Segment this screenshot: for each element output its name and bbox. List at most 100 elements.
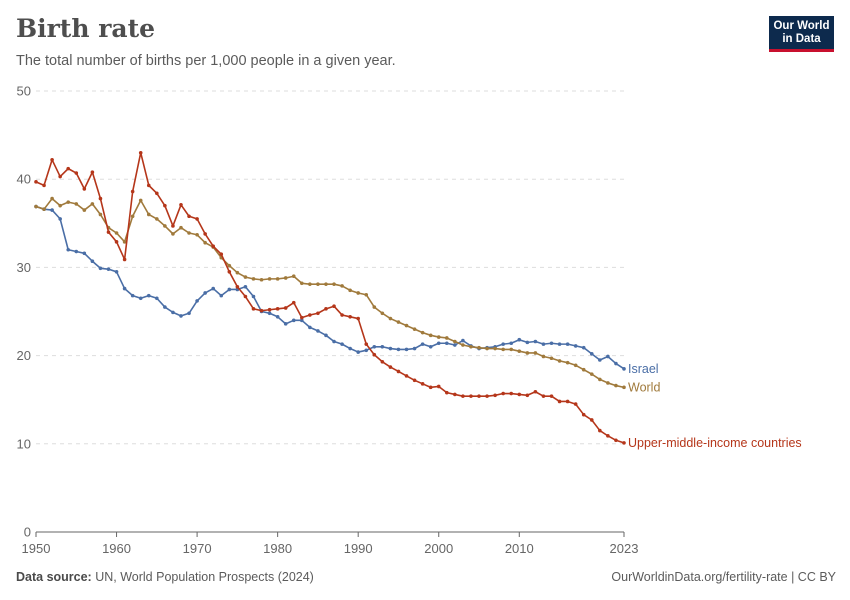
- data-point: [533, 339, 538, 344]
- y-tick-label: 0: [24, 525, 31, 540]
- data-point: [106, 230, 111, 234]
- data-point: [291, 274, 296, 279]
- data-point: [235, 285, 240, 289]
- data-point: [614, 361, 618, 366]
- data-point: [348, 288, 352, 293]
- chart-title: Birth rate: [16, 14, 156, 43]
- data-point: [114, 240, 119, 244]
- data-point: [380, 344, 385, 349]
- data-point: [412, 327, 417, 331]
- data-point: [477, 345, 481, 350]
- data-point: [211, 286, 216, 291]
- data-point: [74, 202, 79, 206]
- data-point: [251, 277, 256, 281]
- data-point: [501, 342, 505, 346]
- y-tick-label: 10: [17, 436, 31, 451]
- data-point: [372, 352, 377, 357]
- data-point: [420, 382, 425, 386]
- data-point: [90, 202, 95, 206]
- data-point: [380, 311, 385, 316]
- data-point: [283, 276, 288, 280]
- data-point: [259, 277, 264, 282]
- data-point: [372, 305, 377, 309]
- data-point: [219, 252, 224, 256]
- y-tick-label: 40: [17, 172, 31, 187]
- data-point: [493, 346, 497, 351]
- data-point: [308, 325, 312, 330]
- data-point: [163, 203, 167, 208]
- data-point: [622, 441, 626, 445]
- data-point: [525, 340, 530, 345]
- data-point: [453, 339, 457, 344]
- data-point: [565, 360, 570, 365]
- data-point: [485, 394, 489, 398]
- data-point: [364, 292, 369, 297]
- data-point: [122, 257, 127, 262]
- data-point: [420, 330, 425, 335]
- data-point: [453, 392, 457, 397]
- data-point: [66, 166, 71, 171]
- data-point: [82, 208, 87, 212]
- data-point: [469, 394, 473, 398]
- series-line: [35, 151, 625, 444]
- data-point: [509, 391, 514, 396]
- data-point: [428, 344, 433, 349]
- data-point: [525, 393, 530, 398]
- data-point: [461, 343, 465, 347]
- data-point: [444, 390, 449, 395]
- data-point: [316, 282, 320, 286]
- data-point: [541, 354, 546, 359]
- data-point: [300, 315, 304, 320]
- data-point: [243, 285, 248, 289]
- data-point: [557, 359, 562, 363]
- data-point: [589, 372, 594, 376]
- data-point: [396, 369, 401, 374]
- data-point: [340, 342, 344, 346]
- data-point: [308, 282, 312, 286]
- data-point: [412, 346, 417, 351]
- data-point: [130, 214, 135, 219]
- data-point: [203, 232, 207, 236]
- data-point: [565, 342, 570, 346]
- footer-url[interactable]: OurWorldinData.org/fertility-rate | CC B…: [611, 570, 836, 584]
- data-point: [90, 170, 95, 174]
- data-point: [138, 296, 143, 301]
- data-point: [316, 329, 320, 333]
- y-tick-label: 50: [17, 84, 31, 99]
- data-point: [606, 354, 610, 359]
- data-point: [267, 311, 272, 316]
- data-point: [74, 171, 79, 175]
- data-point: [372, 344, 377, 349]
- data-point: [581, 412, 586, 417]
- data-point: [461, 394, 465, 398]
- data-point: [324, 333, 328, 338]
- data-point: [485, 346, 489, 351]
- x-tick-label: 2023: [610, 541, 639, 556]
- data-point: [573, 402, 578, 406]
- data-point: [138, 198, 143, 203]
- data-point: [364, 342, 369, 346]
- data-point: [187, 214, 191, 219]
- data-point: [58, 217, 62, 221]
- data-point: [195, 232, 199, 237]
- data-point: [598, 377, 602, 382]
- owid-logo[interactable]: Our World in Data: [769, 16, 834, 52]
- series-label: Upper-middle-income countries: [628, 436, 802, 450]
- data-point: [227, 287, 232, 292]
- data-point: [598, 428, 602, 433]
- data-point: [163, 224, 167, 228]
- data-point: [66, 200, 71, 204]
- data-point: [614, 383, 618, 388]
- data-point: [404, 323, 409, 328]
- data-point: [428, 333, 433, 338]
- data-point: [34, 204, 38, 209]
- data-point: [90, 259, 95, 264]
- data-point: [114, 231, 119, 235]
- data-point: [420, 342, 425, 346]
- data-point: [549, 341, 554, 346]
- data-point: [589, 352, 594, 356]
- data-point: [195, 217, 199, 221]
- data-point: [251, 294, 256, 299]
- data-point: [146, 212, 151, 217]
- data-point: [146, 293, 151, 298]
